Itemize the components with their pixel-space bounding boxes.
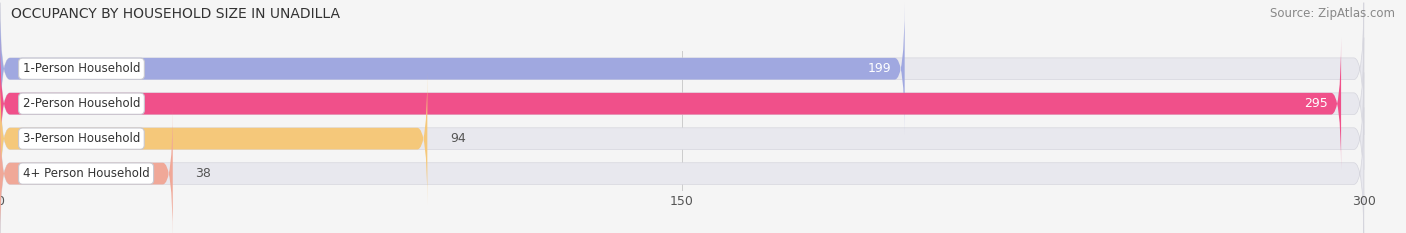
Text: OCCUPANCY BY HOUSEHOLD SIZE IN UNADILLA: OCCUPANCY BY HOUSEHOLD SIZE IN UNADILLA xyxy=(11,7,340,21)
FancyBboxPatch shape xyxy=(0,38,1341,170)
FancyBboxPatch shape xyxy=(0,3,1364,135)
Text: Source: ZipAtlas.com: Source: ZipAtlas.com xyxy=(1270,7,1395,20)
FancyBboxPatch shape xyxy=(0,72,427,205)
Text: 38: 38 xyxy=(195,167,211,180)
Text: 94: 94 xyxy=(450,132,465,145)
FancyBboxPatch shape xyxy=(0,38,1364,170)
FancyBboxPatch shape xyxy=(0,107,1364,233)
FancyBboxPatch shape xyxy=(0,72,1364,205)
Text: 199: 199 xyxy=(868,62,891,75)
Text: 2-Person Household: 2-Person Household xyxy=(22,97,141,110)
FancyBboxPatch shape xyxy=(0,3,904,135)
Text: 295: 295 xyxy=(1303,97,1327,110)
Text: 4+ Person Household: 4+ Person Household xyxy=(22,167,149,180)
Text: 3-Person Household: 3-Person Household xyxy=(22,132,141,145)
FancyBboxPatch shape xyxy=(0,107,173,233)
Text: 1-Person Household: 1-Person Household xyxy=(22,62,141,75)
